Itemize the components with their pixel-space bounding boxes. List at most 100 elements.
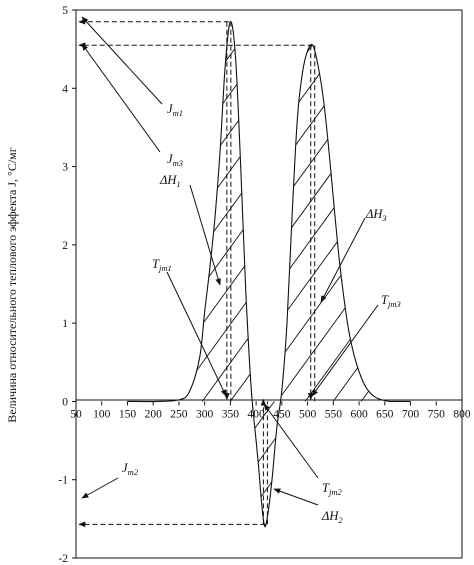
label-tjm3: Tjm3 <box>381 293 401 309</box>
hatch-line <box>251 385 282 527</box>
label-jm2: Jm2 <box>122 461 139 477</box>
x-tick-label: 500 <box>299 408 317 420</box>
hatch-line <box>281 44 367 402</box>
x-tick-label: 750 <box>428 408 446 420</box>
x-tick-label: 650 <box>376 408 394 420</box>
hatch-line <box>251 385 282 527</box>
x-tick-label: 200 <box>145 408 163 420</box>
hatch-line <box>281 44 411 402</box>
hatch-line <box>251 385 282 527</box>
hatch-line <box>251 385 282 527</box>
peak-guides <box>78 18 316 528</box>
hatch-line <box>281 44 283 402</box>
x-tick-label: 400 <box>248 408 266 420</box>
hatch-line <box>178 21 208 402</box>
leader-jm1 <box>81 16 163 105</box>
plot-frame <box>75 9 463 559</box>
label-dh2: ΔH2 <box>321 509 343 525</box>
x-tick-label: 600 <box>350 408 368 420</box>
y-tick-label: 1 <box>62 318 68 330</box>
hatch-line <box>385 44 411 402</box>
hatch-line <box>329 44 411 402</box>
y-tick-label: 0 <box>62 396 68 408</box>
y-ticks: -2 -1 0 1 2 3 4 5 <box>58 5 76 565</box>
series-line <box>127 21 411 528</box>
hatch-line <box>251 385 282 527</box>
hatch-line <box>281 44 311 402</box>
hatch-line <box>251 385 282 527</box>
hatch-line <box>327 10 474 560</box>
hatch-line <box>281 44 339 402</box>
hatch-line <box>255 10 474 560</box>
leader-tjm1 <box>166 271 227 397</box>
hatch-line <box>226 21 251 402</box>
y-tick-label: 4 <box>62 83 68 95</box>
hatch-line <box>178 21 251 402</box>
hatch-line <box>281 44 411 402</box>
label-dh1: ΔH1 <box>159 173 181 189</box>
hatch-line <box>251 385 252 527</box>
hatch-line <box>281 44 411 402</box>
hatch-line <box>281 44 411 402</box>
hatch-line <box>178 21 251 402</box>
hatch-line <box>470 10 474 560</box>
y-tick-label: -2 <box>58 553 68 565</box>
label-tjm1: Tjm1 <box>152 257 172 273</box>
x-tick-label: 800 <box>453 408 471 420</box>
hatch-line <box>283 10 474 560</box>
hatch-line <box>299 10 474 560</box>
hatch-line <box>281 44 411 402</box>
hatch-line <box>281 44 411 402</box>
x-tick-label: 550 <box>325 408 343 420</box>
hatch-line <box>281 44 411 402</box>
x-tick-label: 300 <box>196 408 214 420</box>
hatch-line <box>414 10 474 560</box>
hatch-line <box>251 385 282 527</box>
y-tick-label: 5 <box>62 5 68 17</box>
x-tick-label: 450 <box>273 408 291 420</box>
label-jm1: Jm1 <box>167 102 183 118</box>
hatch-line <box>251 385 282 527</box>
leader-tjm3 <box>311 304 379 397</box>
hatch-line <box>178 21 251 402</box>
leader-jm2 <box>81 477 119 499</box>
hatch-line <box>251 385 282 527</box>
hatch-line <box>178 21 251 402</box>
hatch-line <box>442 10 474 560</box>
x-tick-label: 350 <box>222 408 240 420</box>
label-tjm2: Tjm2 <box>322 481 342 497</box>
x-tick-label: 700 <box>402 408 420 420</box>
leader-dh1 <box>189 184 221 286</box>
leader-tjm2 <box>263 403 319 479</box>
hatch-line <box>311 10 474 560</box>
hatch-line <box>178 21 251 402</box>
x-tick-label: 150 <box>119 408 137 420</box>
label-jm3: Jm3 <box>167 152 183 168</box>
hatch-line <box>251 385 282 527</box>
hatch-line <box>178 21 251 402</box>
hatch-line <box>178 21 251 402</box>
y-tick-label: 2 <box>62 240 68 252</box>
x-tick-label: 50 <box>70 408 82 420</box>
hatch-line <box>281 44 411 402</box>
x-ticks: 50 100 150 200 250 300 350 400 450 500 550 600 650 70… <box>70 401 471 420</box>
label-dh3: ΔH3 <box>365 207 387 223</box>
hatch-line <box>355 10 474 560</box>
leader-lines <box>81 16 379 506</box>
hatch-line <box>301 44 411 402</box>
hatch-line <box>251 385 282 527</box>
y-tick-label: -1 <box>58 475 68 487</box>
hatch-line <box>357 44 411 402</box>
hatch-line <box>178 21 251 402</box>
hatch-line <box>270 385 282 527</box>
leader-dh2 <box>273 488 319 506</box>
x-tick-label: 250 <box>170 408 188 420</box>
y-tick-label: 3 <box>62 162 68 174</box>
leader-dh3 <box>320 217 366 303</box>
x-tick-label: 100 <box>93 408 111 420</box>
hatch-line <box>198 21 251 402</box>
hatch-line <box>281 44 411 402</box>
leader-jm3 <box>81 43 161 153</box>
y-axis-label: Величина относительного теплового эффект… <box>5 147 19 422</box>
